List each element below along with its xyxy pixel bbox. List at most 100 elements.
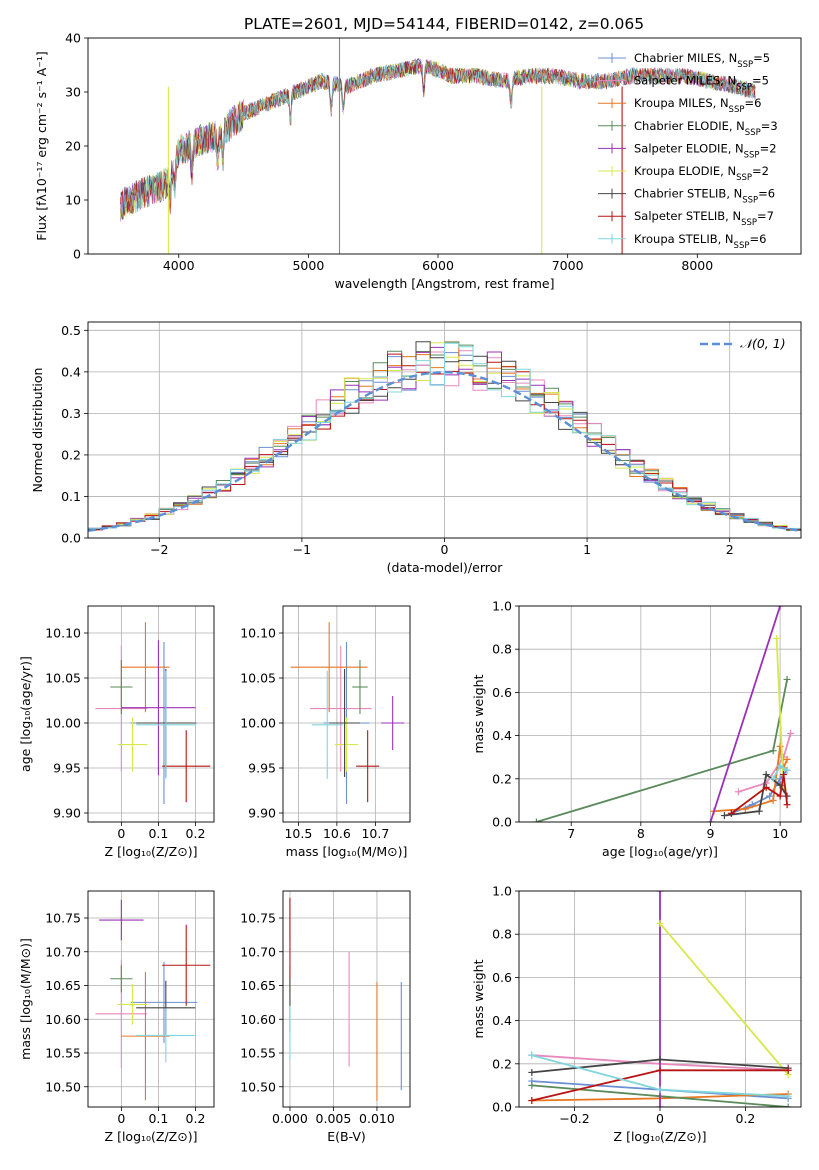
y-tick-label: 1.0 — [492, 599, 512, 614]
panel-residuals: −2 −1 0 1 2 0.0 0.1 0.2 0.3 0.4 0.5 (data-model)/er… — [30, 321, 802, 575]
y-tick-label: 10 — [65, 193, 81, 208]
panel-age_vs_Z: 0 0.1 0.2 9.90 9.95 10.00 10.05 10.10 Z [log₁₀(Z… — [18, 605, 215, 859]
x-tick-label: −2 — [150, 542, 168, 557]
x-axis-label: mass [log₁₀(M/M⊙)] — [286, 844, 408, 859]
x-tick-label: 7000 — [552, 258, 584, 273]
x-tick-label: 8000 — [681, 258, 713, 273]
legend-value: =6 — [758, 187, 775, 201]
plot-area — [528, 891, 792, 1107]
y-tick-label: 10.65 — [240, 978, 276, 993]
axes-frame — [87, 890, 215, 1108]
legend-subscript: SSP — [737, 60, 753, 70]
axes-frame — [282, 890, 411, 1108]
y-tick-label: 0.6 — [492, 970, 512, 985]
x-axis-label: (data-model)/error — [387, 560, 504, 575]
x-tick-label: 0.010 — [359, 1111, 395, 1126]
y-tick-label: 10.05 — [45, 671, 81, 686]
weight-line — [775, 638, 785, 790]
y-tick-label: 0.2 — [492, 771, 512, 786]
legend-label: Kroupa ELODIE, NSSP=2 — [634, 164, 769, 183]
x-axis-label: wavelength [Angstrom, rest frame] — [334, 276, 554, 291]
legend-value: =6 — [744, 96, 761, 110]
panel-weight_vs_age: 7 8 9 10 0.0 0.2 0.4 0.6 0.8 1.0 age [log₁₀(age/yr… — [471, 599, 802, 859]
panel-age_vs_mass: 10.5 10.6 10.7 9.90 9.95 10.00 10.05 10.10 mass … — [240, 605, 411, 859]
y-tick-label: 1.0 — [492, 884, 512, 899]
y-tick-label: 0 — [73, 247, 81, 262]
y-tick-label: 10.05 — [240, 671, 276, 686]
plot-area — [95, 899, 211, 1101]
y-tick-label: 0.2 — [61, 447, 81, 462]
figure-title: PLATE=2601, MJD=54144, FIBERID=0142, z=0… — [244, 15, 644, 33]
y-tick-label: 0.0 — [61, 531, 81, 546]
plot-area — [95, 622, 211, 804]
x-axis-label: Z [log₁₀(Z/Z⊙)] — [105, 1129, 198, 1144]
y-tick-label: 0.2 — [492, 1056, 512, 1071]
x-tick-label: 5000 — [292, 258, 324, 273]
y-axis-label: mass [log₁₀(M/M⊙)] — [18, 938, 33, 1060]
panel-mass_vs_Z: 0 0.1 0.2 10.50 10.55 10.60 10.65 10.70 10.75 Z [… — [18, 890, 215, 1144]
y-tick-label: 10.60 — [240, 1012, 276, 1027]
y-tick-label: 9.95 — [53, 761, 81, 776]
x-axis-label: Z [log₁₀(Z/Z⊙)] — [614, 1129, 707, 1144]
y-tick-label: 0.4 — [492, 728, 512, 743]
y-tick-label: 10.50 — [45, 1079, 81, 1094]
plot-area — [289, 897, 402, 1101]
x-tick-label: 0.2 — [186, 1111, 206, 1126]
y-tick-label: 0.8 — [492, 642, 512, 657]
y-tick-label: 30 — [65, 85, 81, 100]
legend-subscript: SSP — [741, 218, 757, 228]
y-tick-label: 0.4 — [492, 1013, 512, 1028]
legend-label: Kroupa MILES, NSSP=6 — [634, 96, 761, 115]
x-tick-label: 10 — [772, 826, 788, 841]
y-tick-label: 0.3 — [61, 406, 81, 421]
legend-value: =7 — [757, 209, 774, 223]
y-tick-label: 40 — [65, 31, 81, 46]
axes-frame — [87, 605, 215, 823]
x-tick-label: 0.005 — [316, 1111, 352, 1126]
y-tick-label: 10.50 — [240, 1079, 276, 1094]
x-tick-label: 0 — [117, 826, 125, 841]
panel-weight_vs_Z: −0.2 0 0.2 0.0 0.2 0.4 0.6 0.8 1.0 Z [log₁₀(Z/Z⊙)… — [471, 884, 802, 1144]
x-axis-label: E(B-V) — [327, 1129, 366, 1144]
y-tick-label: 10.55 — [240, 1046, 276, 1061]
legend-label: Salpeter MILES, NSSP=5 — [634, 74, 769, 93]
x-axis-label: Z [log₁₀(Z/Z⊙)] — [105, 844, 198, 859]
y-axis-label: mass weight — [471, 674, 486, 753]
x-tick-label: 1 — [583, 542, 591, 557]
legend-label: Chabrier STELIB, NSSP=6 — [634, 187, 775, 206]
legend: 𝒩(0, 1) — [700, 336, 786, 351]
y-tick-label: 0.5 — [61, 323, 81, 338]
plot-area — [88, 341, 801, 532]
y-tick-label: 10.70 — [45, 944, 81, 959]
axes-frame — [518, 605, 802, 823]
x-tick-label: 0.000 — [272, 1111, 308, 1126]
legend-value: =2 — [760, 141, 777, 155]
x-tick-label: 0.2 — [736, 1111, 756, 1126]
y-tick-label: 10.55 — [45, 1046, 81, 1061]
y-tick-label: 10.70 — [240, 944, 276, 959]
y-tick-label: 9.95 — [248, 761, 276, 776]
y-tick-label: 20 — [65, 139, 81, 154]
legend-value: =5 — [753, 51, 770, 65]
panel-spectrum: 4000 5000 6000 7000 8000 0 10 20 30 40 wavelength … — [34, 31, 802, 291]
x-tick-label: 4000 — [163, 258, 195, 273]
legend-label: Salpeter ELODIE, NSSP=2 — [634, 141, 777, 160]
y-tick-label: 10.75 — [45, 911, 81, 926]
y-tick-label: 9.90 — [248, 806, 276, 821]
y-tick-label: 0.1 — [61, 489, 81, 504]
x-tick-label: 0.1 — [148, 826, 168, 841]
x-tick-label: 0.1 — [148, 1111, 168, 1126]
legend-label: Chabrier MILES, NSSP=5 — [634, 51, 770, 70]
x-tick-label: 7 — [567, 826, 575, 841]
plot-area — [120, 38, 756, 254]
y-tick-label: 0.8 — [492, 927, 512, 942]
y-axis-label: mass weight — [471, 959, 486, 1038]
legend-subscript: SSP — [742, 196, 758, 206]
panel-mass_vs_ebv: 0.000 0.005 0.010 10.50 10.55 10.60 10.65 10.70… — [240, 890, 411, 1144]
y-tick-label: 10.60 — [45, 1012, 81, 1027]
y-tick-label: 10.00 — [240, 716, 276, 731]
legend-value: =5 — [752, 74, 769, 88]
normal-curve — [88, 371, 801, 532]
x-tick-label: 0 — [117, 1111, 125, 1126]
